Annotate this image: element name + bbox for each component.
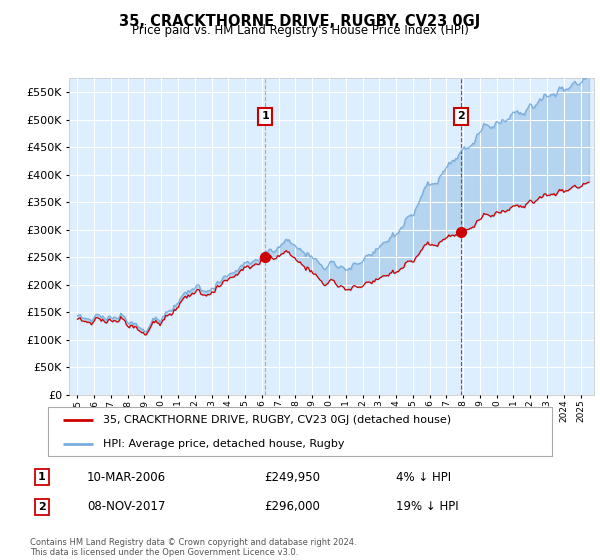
Text: 10-MAR-2006: 10-MAR-2006: [87, 470, 166, 484]
Text: £249,950: £249,950: [264, 470, 320, 484]
Text: 2: 2: [457, 111, 464, 122]
Text: £296,000: £296,000: [264, 500, 320, 514]
Text: 35, CRACKTHORNE DRIVE, RUGBY, CV23 0GJ: 35, CRACKTHORNE DRIVE, RUGBY, CV23 0GJ: [119, 14, 481, 29]
Text: 08-NOV-2017: 08-NOV-2017: [87, 500, 166, 514]
Text: 2: 2: [38, 502, 46, 512]
Text: HPI: Average price, detached house, Rugby: HPI: Average price, detached house, Rugb…: [103, 439, 345, 449]
Text: 1: 1: [38, 472, 46, 482]
Text: 19% ↓ HPI: 19% ↓ HPI: [396, 500, 458, 514]
Text: Price paid vs. HM Land Registry's House Price Index (HPI): Price paid vs. HM Land Registry's House …: [131, 24, 469, 37]
Text: 1: 1: [261, 111, 269, 122]
Text: 4% ↓ HPI: 4% ↓ HPI: [396, 470, 451, 484]
Text: Contains HM Land Registry data © Crown copyright and database right 2024.
This d: Contains HM Land Registry data © Crown c…: [30, 538, 356, 557]
Text: 35, CRACKTHORNE DRIVE, RUGBY, CV23 0GJ (detached house): 35, CRACKTHORNE DRIVE, RUGBY, CV23 0GJ (…: [103, 416, 452, 426]
